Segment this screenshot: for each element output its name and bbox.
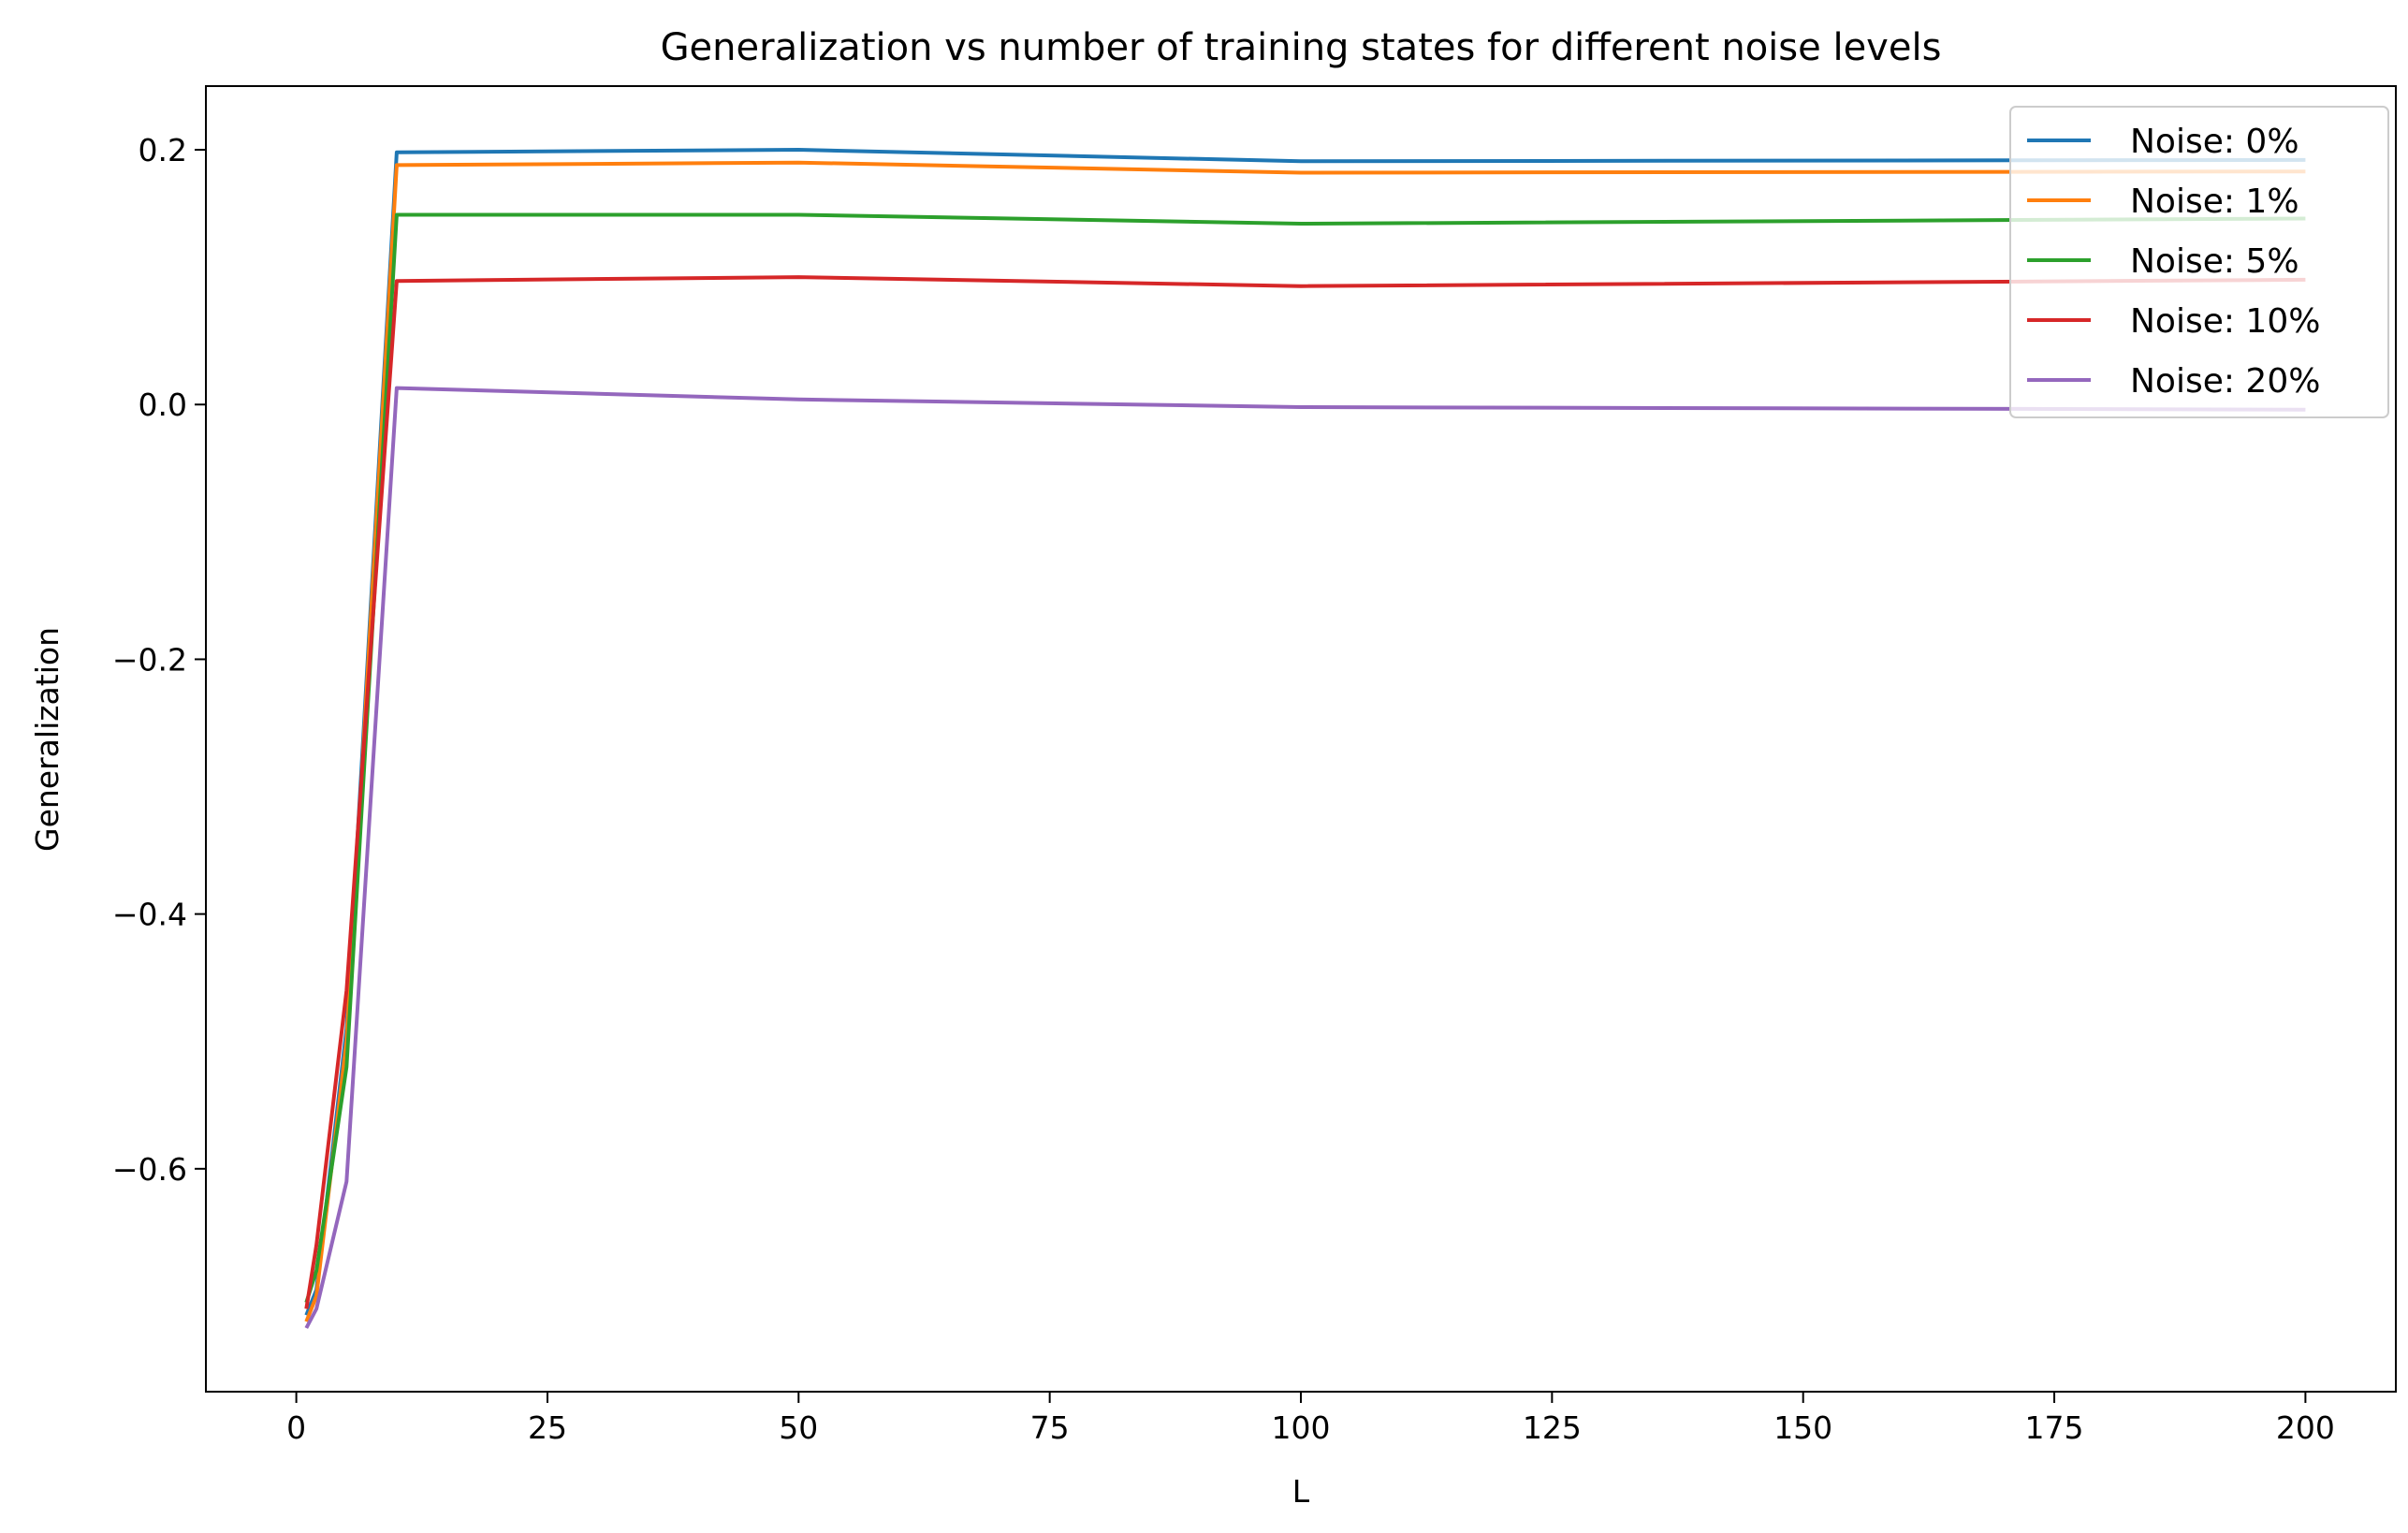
y-tick-label: −0.2 [112,641,187,678]
legend-box [2009,106,2389,418]
y-tick-label: −0.6 [112,1151,187,1188]
legend-label: Noise: 20% [2130,362,2320,401]
chart-title: Generalization vs number of training sta… [661,26,1942,69]
series-layer [304,148,2306,1329]
x-tick-label: 150 [1773,1409,1832,1446]
legend-label: Noise: 1% [2130,182,2299,221]
x-tick-label: 175 [2025,1409,2084,1446]
y-axis-label: Generalization [29,627,66,852]
y-tick-label: 0.2 [139,132,187,168]
x-tick-label: 200 [2276,1409,2335,1446]
y-axis: 0.2 0.0 −0.2 −0.4 −0.6 [112,132,206,1188]
x-tick-label: 100 [1272,1409,1331,1446]
legend-label: Noise: 0% [2130,123,2299,161]
x-axis-label: L [1292,1473,1310,1510]
series-line-4 [304,386,2306,1329]
series-line-3 [304,275,2306,1309]
x-tick-label: 125 [1523,1409,1582,1446]
y-tick-label: 0.0 [139,387,187,423]
legend: Noise: 0% Noise: 1% Noise: 5% Noise: 10% Noi… [2009,106,2389,418]
legend-label: Noise: 10% [2130,302,2320,341]
x-tick-label: 50 [779,1409,818,1446]
x-tick-label: 0 [286,1409,306,1446]
x-axis: 0 25 50 75 100 125 150 175 200 [286,1392,2335,1446]
series-line-1 [304,160,2306,1322]
y-tick-label: −0.4 [112,897,187,933]
x-tick-label: 75 [1030,1409,1070,1446]
x-tick-label: 25 [528,1409,567,1446]
series-line-2 [304,212,2306,1304]
legend-label: Noise: 5% [2130,242,2299,281]
